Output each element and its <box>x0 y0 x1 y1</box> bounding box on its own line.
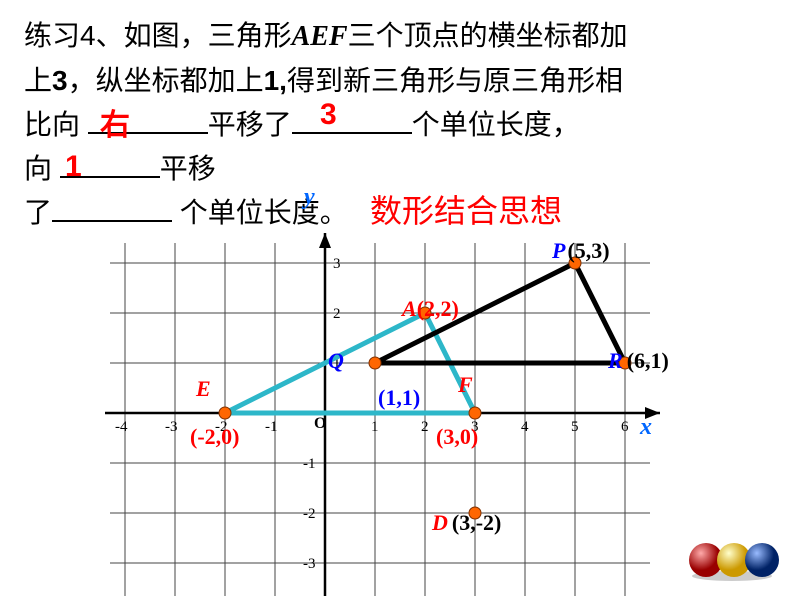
label-Q: Q <box>328 348 344 374</box>
svg-text:3: 3 <box>333 256 341 272</box>
t2a: 上 <box>24 65 52 96</box>
label-A: A(2,2) <box>402 296 417 322</box>
blank-2 <box>292 106 412 134</box>
E-name: E <box>196 376 211 401</box>
coordinate-chart: -4-3-2-1123456-4-3-2-1123 x y O P (5,3) … <box>80 248 720 588</box>
aef: AEF <box>292 21 348 52</box>
P-coord: (5,3) <box>567 238 609 264</box>
D-name: D <box>432 510 448 535</box>
t1: 练习4、如图，三角形 <box>24 20 292 51</box>
svg-text:2: 2 <box>421 419 429 435</box>
t4b: 平移 <box>160 153 216 184</box>
svg-text:1: 1 <box>371 419 379 435</box>
Q-coord: (1,1) <box>378 385 420 411</box>
svg-text:5: 5 <box>571 419 579 435</box>
t5b: 个单位长度。 <box>172 197 348 228</box>
svg-text:6: 6 <box>621 419 629 435</box>
y-axis-label: y <box>304 184 315 211</box>
label-D: D (3,-2) <box>432 510 448 536</box>
A-coord: (2,2) <box>417 296 459 322</box>
Q-name: Q <box>328 348 344 373</box>
blank-4 <box>52 194 172 222</box>
label-F: F <box>458 372 473 398</box>
x-axis-label: x <box>640 414 652 441</box>
onet: 1, <box>264 65 287 96</box>
answer-three: 3 <box>320 98 337 132</box>
F-name: F <box>458 372 473 397</box>
t5a: 了 <box>24 197 52 228</box>
svg-text:-1: -1 <box>303 456 316 472</box>
sphere-blue <box>745 543 779 577</box>
svg-text:-1: -1 <box>265 419 278 435</box>
D-coord: (3,-2) <box>452 510 501 536</box>
chart-svg: -4-3-2-1123456-4-3-2-1123 <box>80 248 720 588</box>
origin-label: O <box>314 415 326 433</box>
t3c: 个单位长度， <box>412 109 580 140</box>
t1b: 三个顶点的横坐标都加 <box>348 20 628 51</box>
svg-text:-2: -2 <box>303 506 316 522</box>
R-coord: (6,1) <box>627 348 669 374</box>
E-coord: (-2,0) <box>190 424 239 450</box>
answer-one: 1 <box>65 150 82 184</box>
t2b: ，纵坐标都加上 <box>68 65 264 96</box>
svg-text:-4: -4 <box>115 419 128 435</box>
t3b: 平移了 <box>208 109 292 140</box>
t3a: 比向 <box>24 109 88 140</box>
svg-text:4: 4 <box>521 419 529 435</box>
label-E: E <box>196 376 211 402</box>
P-name: P <box>552 238 565 263</box>
label-P: P (5,3) <box>552 238 565 264</box>
svg-text:2: 2 <box>333 306 341 322</box>
three: 3 <box>52 65 68 96</box>
A-name: A <box>402 296 417 321</box>
answer-right: 右 <box>100 100 130 144</box>
svg-text:-3: -3 <box>165 419 178 435</box>
F-coord: (3,0) <box>436 424 478 450</box>
label-R: R (6,1) <box>608 348 623 374</box>
svg-text:-3: -3 <box>303 556 316 572</box>
concept-text: 数形结合思想 <box>370 186 562 232</box>
R-name: R <box>608 348 623 373</box>
t4a: 向 <box>24 153 60 184</box>
decorative-spheres <box>682 524 782 584</box>
t2c: 得到新三角形与原三角形相 <box>287 65 623 96</box>
